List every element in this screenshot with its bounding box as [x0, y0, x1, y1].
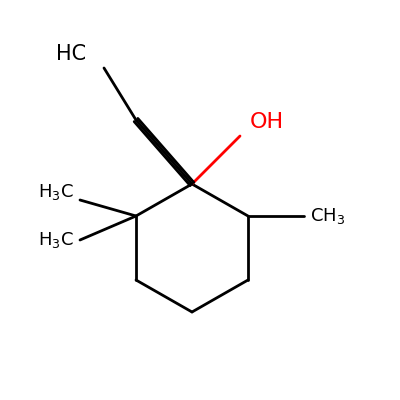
Text: H$_3$C: H$_3$C [38, 230, 74, 250]
Text: OH: OH [250, 112, 284, 132]
Text: HC: HC [56, 44, 86, 64]
Text: CH$_3$: CH$_3$ [310, 206, 345, 226]
Text: H$_3$C: H$_3$C [38, 182, 74, 202]
